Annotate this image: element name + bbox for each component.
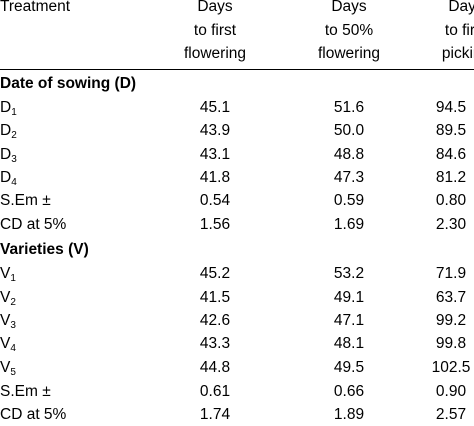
cell-days-to-first-picking: 71.9	[435, 265, 467, 282]
header-col2-line2: to 50%	[324, 22, 374, 39]
cell-days-to-first-flowering: 44.8	[199, 359, 231, 376]
cell-days-to-50-flowering: 53.2	[333, 265, 365, 282]
cell-days-to-50-flowering: 0.59	[333, 192, 365, 209]
header-col1-line2: to first	[193, 22, 237, 39]
cell-days-to-50-flowering: 1.89	[333, 406, 365, 423]
cell-days-to-first-flowering: 0.61	[199, 383, 231, 400]
cell-days-to-50-flowering: 49.1	[333, 289, 365, 306]
cell-days-to-first-picking: 99.8	[435, 335, 467, 352]
cell-days-to-50-flowering: 48.8	[333, 146, 365, 163]
row-label: D3	[0, 146, 17, 165]
row-label: V1	[0, 265, 16, 284]
header-treatment: Treatment	[0, 0, 71, 15]
cell-days-to-first-picking: 102.5	[431, 359, 471, 376]
cell-days-to-first-picking: 0.80	[435, 192, 467, 209]
cell-days-to-50-flowering: 47.1	[333, 312, 365, 329]
header-col1-line3: flowering	[183, 45, 247, 62]
cell-days-to-50-flowering: 0.66	[333, 383, 365, 400]
row-label-cd: CD at 5%	[0, 216, 67, 233]
cell-days-to-50-flowering: 47.3	[333, 169, 365, 186]
cell-days-to-first-picking: 2.57	[435, 406, 467, 423]
cell-days-to-50-flowering: 51.6	[333, 99, 365, 116]
cell-days-to-first-picking: 99.2	[435, 312, 467, 329]
cell-days-to-first-flowering: 42.6	[199, 312, 231, 329]
cell-days-to-first-flowering: 1.56	[199, 216, 231, 233]
cell-days-to-50-flowering: 50.0	[333, 122, 365, 139]
header-col3-line2: to first	[444, 22, 474, 39]
row-label-sem: S.Em ±	[0, 192, 51, 209]
cell-days-to-first-flowering: 43.3	[199, 335, 231, 352]
header-col3-line3: picking	[441, 45, 474, 62]
row-label: V5	[0, 359, 16, 378]
cell-days-to-50-flowering: 48.1	[333, 335, 365, 352]
row-label: V4	[0, 335, 16, 354]
cell-days-to-first-picking: 81.2	[435, 169, 467, 186]
cell-days-to-first-flowering: 43.9	[199, 122, 231, 139]
cell-days-to-first-picking: 84.6	[435, 146, 467, 163]
row-label-cd: CD at 5%	[0, 406, 67, 423]
cell-days-to-first-picking: 89.5	[435, 122, 467, 139]
cell-days-to-first-flowering: 41.5	[199, 289, 231, 306]
cell-days-to-first-picking: 0.90	[435, 383, 467, 400]
cell-days-to-first-picking: 2.30	[435, 216, 467, 233]
row-label-sem: S.Em ±	[0, 383, 51, 400]
row-label: D1	[0, 99, 17, 118]
cell-days-to-first-flowering: 45.1	[199, 99, 231, 116]
header-rule	[0, 69, 474, 70]
cell-days-to-first-picking: 94.5	[435, 99, 467, 116]
row-label: D2	[0, 122, 17, 141]
cell-days-to-50-flowering: 49.5	[333, 359, 365, 376]
group-title-varieties: Varieties (V)	[0, 241, 89, 258]
header-col2-line3: flowering	[317, 45, 381, 62]
header-col1-line1: Days	[197, 0, 233, 15]
row-label: V2	[0, 289, 16, 308]
cell-days-to-50-flowering: 1.69	[333, 216, 365, 233]
cell-days-to-first-flowering: 45.2	[199, 265, 231, 282]
cell-days-to-first-flowering: 43.1	[199, 146, 231, 163]
cell-days-to-first-flowering: 0.54	[199, 192, 231, 209]
header-col2-line1: Days	[331, 0, 367, 15]
row-label: V3	[0, 312, 16, 331]
cell-days-to-first-flowering: 41.8	[199, 169, 231, 186]
group-title-date-of-sowing: Date of sowing (D)	[0, 75, 137, 92]
header-col3-line1: Days	[448, 0, 474, 15]
cell-days-to-first-flowering: 1.74	[199, 406, 231, 423]
cell-days-to-first-picking: 63.7	[435, 289, 467, 306]
row-label: D4	[0, 169, 17, 188]
